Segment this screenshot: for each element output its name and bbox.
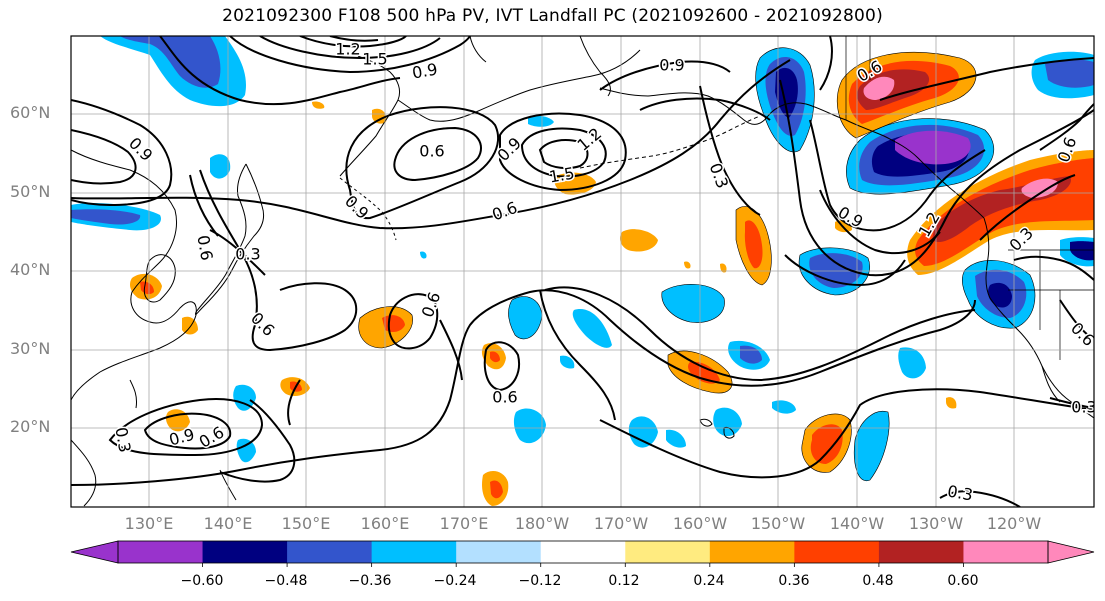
colorbar-segment [878, 541, 964, 563]
coastlines [71, 36, 1094, 507]
lon-label-120w: 120°W [986, 514, 1042, 533]
map-title: 2021092300 F108 500 hPa PV, IVT Landfall… [222, 6, 883, 26]
lat-label-30n: 30°N [10, 339, 51, 358]
colorbar-tick-label: 0.36 [778, 573, 810, 589]
lat-label-40n: 40°N [10, 260, 51, 279]
lon-label-140w: 140°W [829, 514, 885, 533]
lon-label-160e: 160°E [360, 514, 410, 533]
colorbar-segment [371, 541, 457, 563]
contour-label: 0.6 [193, 234, 216, 262]
contour-label: 0.9 [125, 134, 156, 165]
lon-label-180w: 180°W [514, 514, 570, 533]
contour-label: 0.6 [247, 309, 278, 340]
colorbar-tick-label: 0.60 [947, 573, 979, 589]
colorbar-extend-low [70, 540, 119, 564]
contour-label: 0.6 [196, 423, 228, 452]
contour-label: 0.6 [489, 198, 519, 225]
colorbar-segment [287, 541, 373, 563]
lat-label-20n: 20°N [10, 417, 51, 436]
colorbar-segment [118, 541, 204, 563]
lon-label-170e: 170°E [439, 514, 489, 533]
colorbar-tick-label: −0.36 [348, 573, 392, 589]
contour-label: 0.6 [492, 388, 517, 407]
graticule [71, 36, 1094, 507]
colorbar-frame [117, 540, 1049, 564]
colorbar-tick-label: 0.48 [862, 573, 894, 589]
contour-label: 0.3 [706, 160, 733, 190]
lon-label-170w: 170°W [593, 514, 649, 533]
lon-label-160w: 160°W [672, 514, 728, 533]
colorbar-segment [456, 541, 542, 563]
lon-label-130e: 130°E [124, 514, 174, 533]
colorbar-tick-label: −0.12 [518, 573, 562, 589]
contour-label: 0.3 [946, 481, 974, 504]
pv-contours [71, 36, 1094, 507]
contour-label: 0.3 [1071, 398, 1096, 417]
contour-label: 1.2 [574, 124, 606, 155]
contour-label: 1.5 [548, 163, 576, 186]
colorbar-segment [794, 541, 880, 563]
colorbar-segment [202, 541, 288, 563]
lat-label-50n: 50°N [10, 182, 51, 201]
colorbar-tick-label: −0.24 [433, 573, 477, 589]
colorbar-tick-label: −0.60 [180, 573, 224, 589]
colorbar-segment [709, 541, 795, 563]
contour-label: 0.6 [419, 142, 444, 161]
colorbar-tick-label: −0.48 [264, 573, 308, 589]
colorbar-tick-label: 0.12 [608, 573, 640, 589]
contour-label: 1.5 [362, 50, 387, 69]
lon-label-140e: 140°E [203, 514, 253, 533]
lon-label-130w: 130°W [908, 514, 964, 533]
shaded-outlines [358, 47, 1036, 482]
shaded-fields [71, 36, 1094, 506]
colorbar-segment [540, 541, 626, 563]
contour-label: 0.9 [411, 59, 439, 82]
colorbar-tick-label: 0.24 [693, 573, 725, 589]
map-plot-area: 0.91.21.50.6 0.9 1.21.50.60.30.9 1.2 0.30.60… [71, 36, 1096, 507]
lon-label-150w: 150°W [750, 514, 806, 533]
lon-label-150e: 150°E [281, 514, 331, 533]
colorbar-extend-high [1047, 540, 1095, 564]
lat-label-60n: 60°N [10, 103, 51, 122]
contour-label: 0.3 [235, 245, 260, 264]
colorbar-segment [963, 541, 1049, 563]
colorbar [70, 540, 1095, 567]
contour-label: 0.9 [659, 56, 684, 75]
map-frame [70, 35, 1095, 508]
contour-label: 1.2 [335, 40, 360, 59]
colorbar-segment [625, 541, 711, 563]
contour-label: 0.3 [111, 426, 134, 454]
